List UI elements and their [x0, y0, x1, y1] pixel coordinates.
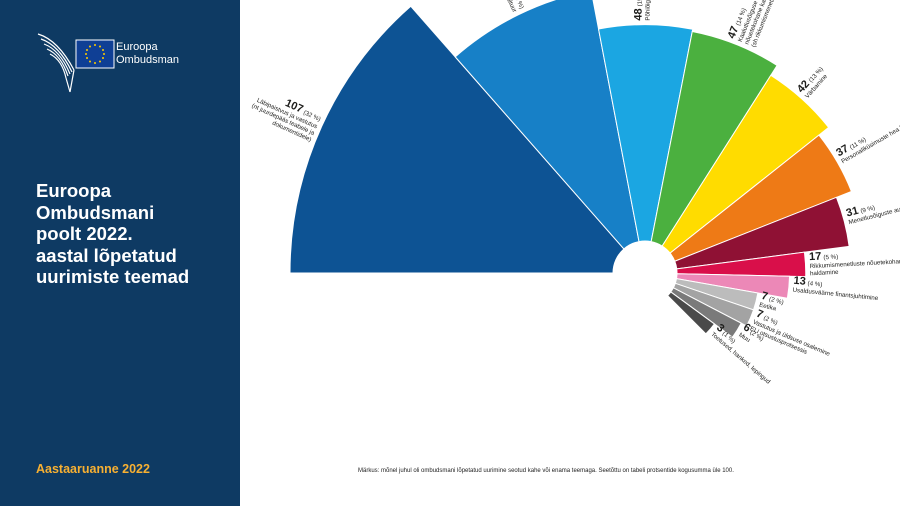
- segment-value: 7: [760, 290, 769, 303]
- segment-value: 7: [754, 308, 764, 321]
- segment-name-line: Põhiõiguste austamine: [645, 0, 652, 21]
- segment-label: 31(9 %)Menetlusõiguste austamine: [845, 189, 900, 226]
- segment-label: 107(32 %)Läbipaistvus ja vastutus(nt juu…: [247, 85, 323, 144]
- segment-label-text: 47(14 %)Kaalutlusõigusenõuetekohane kasu…: [726, 0, 784, 48]
- segment-label-text: 42(13 %)Värbamine: [795, 63, 831, 100]
- segment-label-text: 13(4 %)Usaldusväärne finantsjuhtimine: [792, 275, 880, 302]
- polar-segment: [672, 282, 755, 327]
- chart-footnote: Märkus: mõnel juhul oli ombudsmani lõpet…: [358, 468, 734, 474]
- segment-label-text: 7(2 %)Eetika: [758, 290, 785, 314]
- eu-stars-icon: [85, 44, 105, 64]
- page-title: Euroopa Ombudsmani poolt 2022. aastal lõ…: [36, 180, 236, 288]
- european-ombudsman-logo: Euroopa Ombudsman: [36, 30, 216, 100]
- segment-value: 6: [741, 321, 753, 334]
- segment-value: 17: [809, 251, 822, 264]
- polar-segment: [661, 74, 830, 254]
- segment-label-text: 31(9 %)Menetlusõiguste austamine: [845, 189, 900, 226]
- sidebar: Euroopa Ombudsman Euroopa Ombudsmani poo…: [0, 0, 240, 506]
- segment-value: 47: [726, 25, 742, 41]
- chart-center-hole: [614, 242, 676, 304]
- segment-label-text: 107(32 %)Läbipaistvus ja vastutus(nt juu…: [247, 85, 323, 144]
- segment-percent: (2 %): [768, 296, 784, 306]
- segment-name-line: Personaliküsimuste hea haldamine: [840, 111, 900, 165]
- polar-segment: [597, 24, 694, 243]
- segment-label: 67(20 %)Teeninduskultuur: [491, 0, 529, 14]
- segment-name-line: Eetika: [758, 302, 777, 313]
- polar-segment: [674, 196, 850, 270]
- polar-segment: [675, 273, 791, 299]
- segment-name-line: haldamine: [810, 269, 839, 278]
- segment-percent: (5 %): [823, 254, 838, 262]
- polar-segment: [666, 291, 716, 335]
- segment-label: 7(2 %)Eetika: [758, 290, 785, 314]
- polar-segment: [670, 287, 742, 338]
- polar-segment: [289, 5, 625, 274]
- segment-percent: (4 %): [807, 280, 822, 288]
- segment-label: 13(4 %)Usaldusväärne finantsjuhtimine: [792, 275, 880, 302]
- title-line: poolt 2022.: [36, 223, 133, 244]
- segment-value: 31: [845, 205, 860, 220]
- segment-percent: (15 %): [637, 0, 644, 6]
- logo-line-1: Euroopa: [116, 41, 158, 53]
- segment-name-line: Teeninduskultuur: [491, 0, 518, 14]
- logo-line-2: Ombudsman: [116, 54, 179, 66]
- segment-name-line: Usaldusväärne finantsjuhtimine: [792, 287, 879, 303]
- polar-segment: [454, 0, 640, 250]
- title-line: Ombudsmani: [36, 201, 155, 223]
- segment-label: 42(13 %)Värbamine: [795, 63, 831, 100]
- logo-wing-icon: [37, 33, 115, 93]
- polar-segment: [676, 251, 807, 278]
- title-line: aastal lõpetatud: [36, 244, 177, 266]
- segment-label-text: 48 (15 %)Põhiõiguste austamine: [633, 0, 652, 21]
- segment-percent: (20 %): [511, 0, 525, 10]
- title-line: Euroopa: [36, 180, 112, 201]
- title-line: uurimiste teemad: [36, 266, 190, 287]
- segment-label-text: 67(20 %)Teeninduskultuur: [491, 0, 529, 14]
- polar-segment: [669, 134, 853, 262]
- segment-percent: (9 %): [860, 204, 876, 214]
- segment-label: 48 (15 %)Põhiõiguste austamine: [633, 0, 652, 21]
- segment-label: 47(14 %)Kaalutlusõigusenõuetekohane kasu…: [726, 0, 784, 48]
- segment-label: 17 (5 %)Rikkumismenetluste nõuetekohaneha…: [809, 246, 900, 278]
- annual-report-label: Aastaaruanne 2022: [36, 462, 150, 476]
- polar-segment: [650, 30, 778, 247]
- segment-label: 37(11 %)Personaliküsimuste hea haldamine: [834, 101, 900, 166]
- segment-value: 37: [834, 143, 851, 160]
- segment-label-text: 17 (5 %)Rikkumismenetluste nõuetekohaneha…: [809, 246, 900, 277]
- segment-label-text: 37(11 %)Personaliküsimuste hea haldamine: [834, 101, 900, 166]
- segment-value: 13: [793, 275, 806, 288]
- segment-value: 48: [633, 8, 645, 20]
